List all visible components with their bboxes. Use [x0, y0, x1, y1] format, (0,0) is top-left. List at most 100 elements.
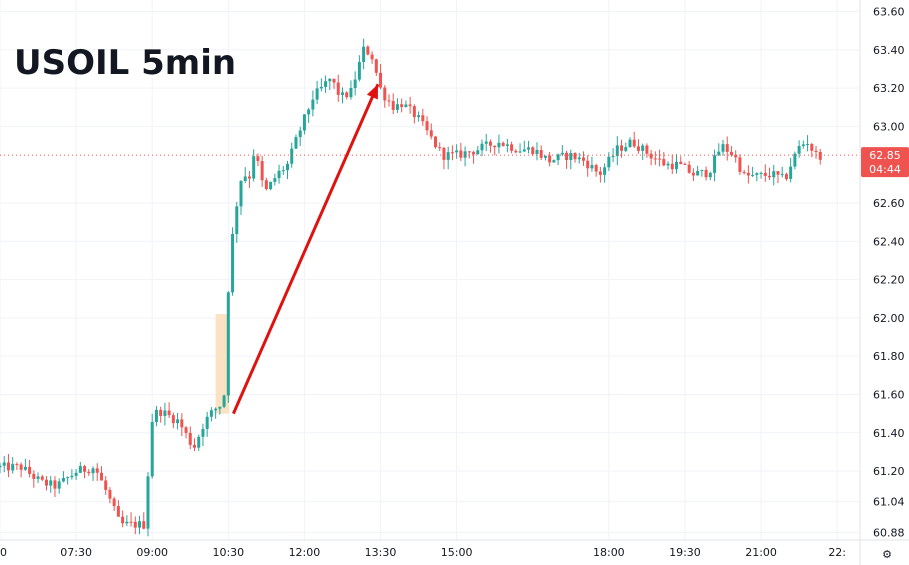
candle-body: [192, 444, 196, 448]
candle-body: [400, 104, 404, 108]
candle-body: [480, 143, 484, 151]
candle-body: [40, 476, 44, 480]
candle-body: [472, 152, 476, 155]
candle-body: [83, 466, 87, 472]
candle-body: [260, 160, 264, 181]
candle-body: [784, 174, 788, 179]
candle-body: [366, 46, 370, 55]
highlight-box: [215, 314, 230, 414]
candle-body: [235, 206, 239, 235]
candle-body: [586, 160, 590, 169]
chart-title: USOIL 5min: [14, 43, 236, 83]
candle-body: [36, 476, 40, 479]
candle-body: [497, 142, 501, 148]
candle-body: [91, 468, 95, 474]
candle-body: [459, 150, 463, 158]
settings-gear-icon[interactable]: ⚙: [882, 548, 892, 561]
candle-body: [801, 144, 805, 146]
candle-body: [167, 410, 171, 416]
candle-body: [442, 147, 446, 160]
trend-arrow-line: [232, 83, 380, 415]
candle-body: [286, 163, 290, 171]
candle-body: [438, 147, 442, 149]
candle-body: [776, 171, 780, 175]
candle-body: [239, 180, 243, 207]
candle-body: [425, 121, 429, 131]
y-tick-label: 63.20: [873, 82, 905, 95]
candle-body: [129, 521, 133, 523]
x-tick-label: 13:30: [365, 546, 397, 559]
x-tick-label: 12:00: [289, 546, 321, 559]
candle-body: [814, 150, 818, 152]
candle-body: [670, 163, 674, 170]
x-tick-label: 07:30: [60, 546, 92, 559]
y-tick-label: 61.20: [873, 465, 905, 478]
candle-body: [332, 78, 336, 83]
candle-body: [2, 462, 6, 466]
candle-body: [324, 81, 328, 87]
candle-body: [755, 173, 759, 175]
candle-body: [362, 46, 366, 62]
candle-body: [142, 521, 146, 529]
candle-body: [387, 100, 391, 102]
candle-body: [484, 141, 488, 144]
candle-body: [353, 79, 357, 89]
candle-body: [560, 152, 564, 155]
candle-body: [209, 410, 213, 417]
candle-body: [171, 415, 175, 424]
candle-body: [146, 476, 150, 529]
candle-body: [763, 172, 767, 176]
candle-body: [818, 151, 822, 160]
candle-body: [594, 165, 598, 172]
candle-body: [336, 82, 340, 95]
x-tick-label: 18:00: [593, 546, 625, 559]
candle-body: [522, 149, 526, 152]
candle-body: [201, 428, 205, 437]
candle-body: [99, 472, 103, 481]
candle-body: [205, 416, 209, 429]
y-tick-label: 62.60: [873, 197, 905, 210]
candle-body: [74, 472, 78, 476]
candle-body: [49, 480, 53, 486]
candle-body: [552, 160, 556, 163]
x-tick-label: 15:00: [441, 546, 473, 559]
candle-body: [556, 154, 560, 161]
candle-body: [518, 151, 522, 153]
candle-body: [810, 144, 814, 151]
x-tick-label: 00: [0, 546, 7, 559]
candle-body: [247, 176, 251, 179]
candle-body: [133, 521, 137, 528]
candle-body: [729, 151, 733, 155]
candle-body: [581, 157, 585, 161]
candle-body: [66, 477, 70, 479]
candle-body: [307, 109, 311, 115]
candle-body: [713, 155, 717, 173]
candle-body: [577, 157, 581, 160]
candle-body: [15, 464, 19, 466]
candle-body: [488, 141, 492, 146]
candle-body: [311, 99, 315, 110]
y-tick-label: 61.60: [873, 388, 905, 401]
candle-body: [138, 521, 142, 528]
candle-body: [6, 462, 10, 471]
candle-body: [620, 145, 624, 151]
candle-body: [632, 139, 636, 147]
candle-body: [797, 145, 801, 154]
candle-body: [340, 92, 344, 95]
candle-body: [150, 422, 154, 477]
candle-body: [345, 92, 349, 98]
candle-body: [704, 169, 708, 178]
candle-body: [446, 152, 450, 160]
y-tick-label: 62.20: [873, 274, 905, 287]
candle-body: [476, 150, 480, 155]
candle-body: [121, 516, 125, 524]
current-price-value: 62.85: [869, 149, 901, 162]
candle-body: [294, 137, 298, 149]
candle-body: [691, 172, 695, 176]
candle-body: [218, 406, 222, 409]
candle-body: [429, 130, 433, 137]
current-price-tag: [861, 147, 909, 178]
candle-body: [645, 145, 649, 154]
candle-body: [666, 163, 670, 166]
candle-body: [683, 163, 687, 165]
